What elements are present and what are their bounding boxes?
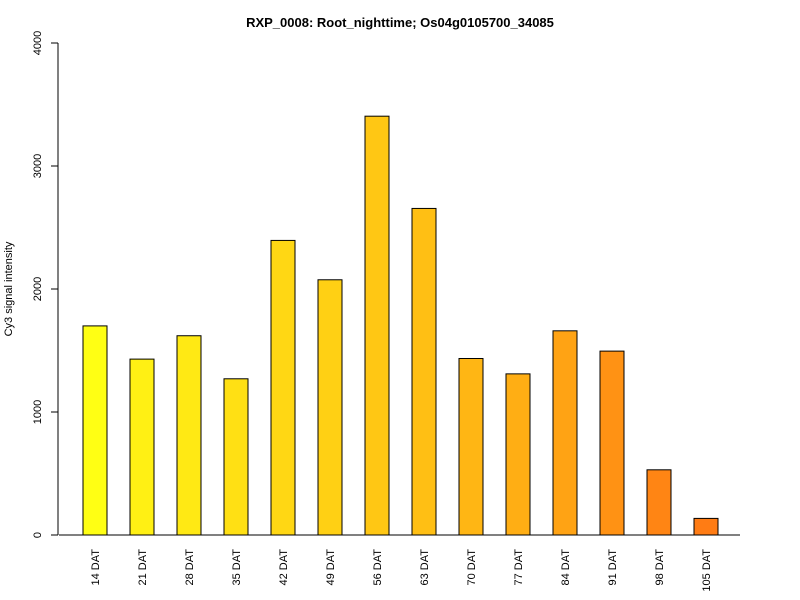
- y-tick-label: 4000: [32, 31, 44, 55]
- x-tick-labels: 14 DAT 21 DAT 28 DAT 35 DAT 42 DAT 49 DAT 56 D…: [90, 549, 713, 592]
- y-tick-label: 0: [32, 532, 44, 538]
- bar: [364, 115, 390, 536]
- chart-title: RXP_0008: Root_nighttime; Os04g0105700_3…: [246, 15, 554, 30]
- bar: [317, 279, 343, 536]
- bar: [176, 335, 202, 536]
- bar: [411, 207, 437, 536]
- y-tick-label: 2000: [32, 277, 44, 301]
- bars-group: [82, 115, 719, 536]
- bar: [693, 517, 719, 536]
- x-tick-label: 91 DAT: [607, 549, 619, 586]
- x-tick-label: 42 DAT: [278, 549, 290, 586]
- y-tick-label: 3000: [32, 154, 44, 178]
- bar: [270, 239, 296, 536]
- x-tick-label: 63 DAT: [419, 549, 431, 586]
- y-axis-label: Cy3 signal intensity: [3, 241, 15, 336]
- bar: [223, 378, 249, 536]
- bar: [505, 373, 531, 536]
- x-tick-label: 35 DAT: [231, 549, 243, 586]
- x-tick-label: 28 DAT: [184, 549, 196, 586]
- bar: [646, 469, 672, 536]
- x-tick-label: 21 DAT: [137, 549, 149, 586]
- x-tick-label: 98 DAT: [654, 549, 666, 586]
- bar: [552, 330, 578, 536]
- x-tick-label: 14 DAT: [90, 549, 102, 586]
- bar: [599, 350, 625, 536]
- x-tick-label: 105 DAT: [701, 549, 713, 592]
- x-tick-label: 56 DAT: [372, 549, 384, 586]
- x-tick-label: 49 DAT: [325, 549, 337, 586]
- y-axis: 0 1000 2000 3000 4000: [32, 31, 59, 538]
- x-tick-label: 84 DAT: [560, 549, 572, 586]
- y-tick-label: 1000: [32, 400, 44, 424]
- x-tick-label: 70 DAT: [466, 549, 478, 586]
- bar: [82, 325, 108, 536]
- bar: [458, 357, 484, 536]
- bar: [129, 358, 155, 536]
- x-tick-label: 77 DAT: [513, 549, 525, 586]
